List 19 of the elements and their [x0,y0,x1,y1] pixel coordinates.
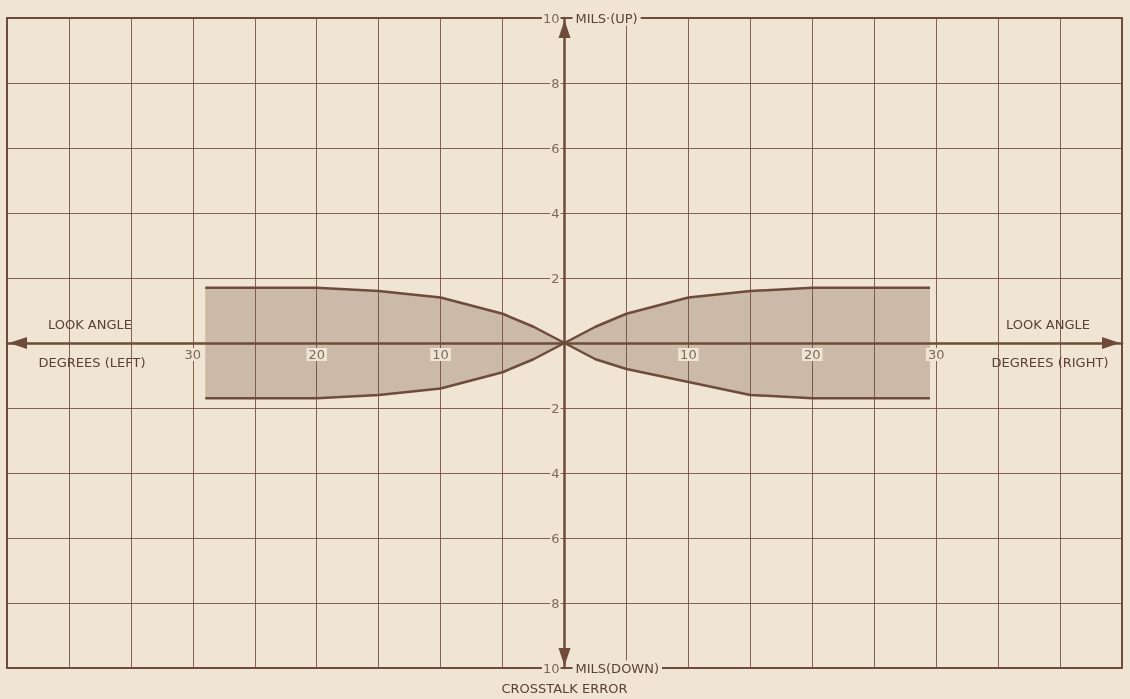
x-tick-label: 10 [680,347,697,362]
text: CROSSTALK ERROR [501,680,628,696]
x-tick-label: 20 [308,347,325,362]
y-tick-label: 6 [551,140,560,156]
y-tick-label: 6 [551,530,560,546]
y-tick-label: 10 [542,10,560,26]
x-tick-label: 10 [432,347,449,362]
x-tick-label: 30 [184,347,202,362]
y-tick-label: 8 [551,595,560,611]
y-tick-label: 8 [551,75,560,91]
y-tick-label: 4 [551,205,560,221]
y-tick-label: 2 [551,400,560,416]
x-tick-label: 30 [927,347,945,362]
x-tick-label: 20 [804,347,821,362]
annotation: MILS·(UP) [575,10,638,26]
y-tick-label: 10 [542,660,560,676]
annotation: MILS(DOWN) [575,660,660,676]
y-tick-label: 2 [551,270,560,286]
y-tick-label: 4 [551,465,560,481]
